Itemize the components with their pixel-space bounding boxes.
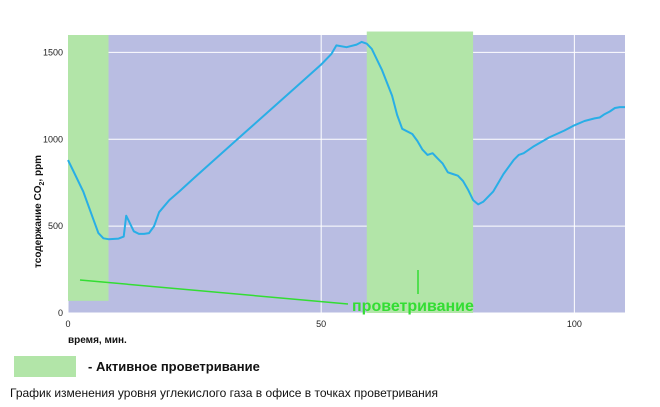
legend-label: - Активное проветривание — [88, 358, 260, 374]
y-tick-labels: 0 500 1000 1500 — [43, 47, 63, 318]
ventilation-band-1 — [68, 35, 109, 301]
co2-line-1 — [67, 40, 625, 241]
y-axis-label: тсодержание CO2, ppm — [33, 155, 46, 268]
y-axis-label-subscript: 2 — [39, 182, 46, 186]
y-axis-label-unit: , ppm — [33, 155, 44, 182]
co2-series — [67, 40, 625, 241]
y-axis-label-main: тсодержание CO — [33, 185, 44, 268]
annotation-pointer-left — [79, 279, 349, 305]
y-tick-1500: 1500 — [43, 47, 63, 57]
x-axis-label: время, мин. — [68, 335, 127, 345]
y-tick-0: 0 — [58, 308, 63, 318]
co2-chart: 0 500 1000 1500 0 50 100 проветривание тсодер… — [33, 31, 625, 345]
figure-caption: График изменения уровня углекислого газа… — [10, 386, 439, 400]
y-tick-1000: 1000 — [43, 134, 63, 144]
x-tick-labels: 0 50 100 — [65, 319, 581, 329]
legend-swatch — [14, 355, 76, 377]
legend: - Активное проветривание — [14, 355, 260, 377]
annotation-label: проветривание — [352, 298, 474, 315]
x-tick-0: 0 — [65, 319, 70, 329]
plot-background — [68, 35, 625, 313]
x-tick-100: 100 — [567, 319, 582, 329]
x-tick-50: 50 — [316, 319, 326, 329]
annotations: проветривание — [79, 270, 474, 315]
y-tick-500: 500 — [48, 221, 63, 231]
